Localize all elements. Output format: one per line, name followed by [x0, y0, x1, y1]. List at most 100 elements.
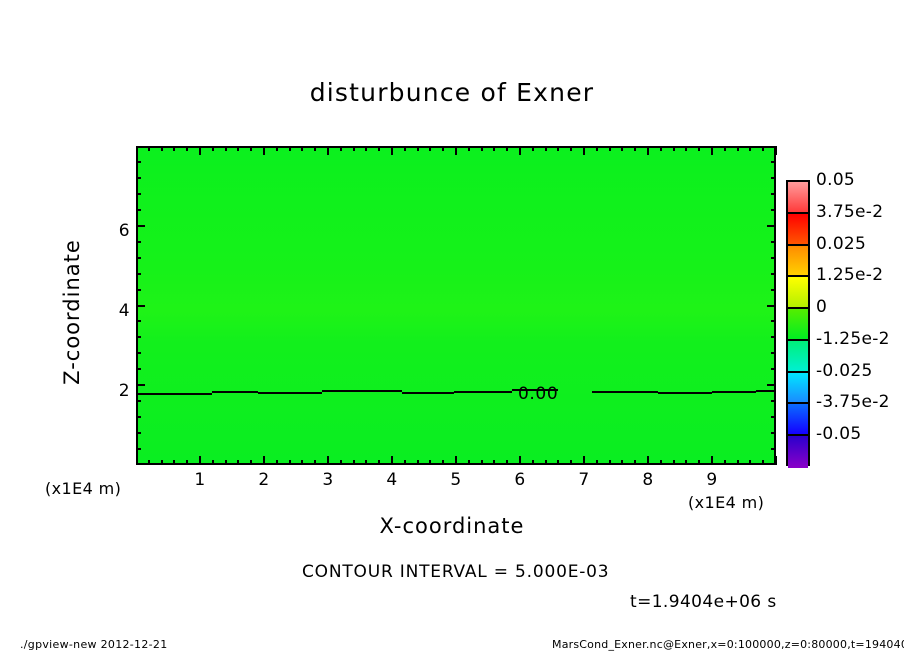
colorbar-band [788, 404, 808, 437]
x-axis-unit-left: (x1E4 m) [45, 479, 122, 498]
contour-segment [756, 390, 774, 392]
x-tick [224, 460, 227, 465]
x-tick [736, 460, 739, 465]
x-tick-top [762, 146, 765, 151]
x-tick [352, 460, 355, 465]
x-tick [531, 460, 534, 465]
x-tick-top [455, 146, 457, 155]
x-tick [608, 460, 611, 465]
x-tick-top [275, 146, 278, 151]
x-axis-title: X-coordinate [379, 514, 525, 538]
x-tick [762, 460, 765, 465]
x-tick [199, 456, 201, 465]
contour-value-label: 0.00 [518, 384, 559, 404]
colorbar-tick-label: 3.75e-2 [816, 201, 884, 222]
x-tick-label: 2 [258, 470, 270, 490]
y-tick [136, 304, 145, 307]
x-tick [327, 456, 329, 465]
y-tick-right [771, 320, 776, 323]
x-tick-label: 9 [706, 470, 718, 490]
y-tick [136, 208, 141, 211]
x-tick [211, 460, 214, 465]
x-tick-top [160, 146, 163, 151]
x-tick [160, 460, 163, 465]
y-tick [136, 272, 141, 275]
x-tick [749, 460, 752, 465]
x-tick [237, 460, 240, 465]
x-tick-top [634, 146, 637, 151]
x-tick [480, 460, 483, 465]
x-tick [467, 460, 470, 465]
x-tick-top [250, 146, 253, 151]
field-raster [138, 148, 774, 463]
y-tick-right [771, 240, 776, 243]
y-tick-right [771, 288, 776, 291]
x-tick-top [672, 146, 675, 151]
x-tick-label: 8 [642, 470, 654, 490]
colorbar-tick-label: -0.05 [816, 424, 862, 445]
y-tick-label: 2 [118, 381, 130, 401]
x-tick-top [583, 146, 585, 155]
y-tick [136, 288, 141, 291]
x-tick [519, 456, 521, 465]
y-tick-right [767, 304, 776, 307]
y-tick-right [771, 256, 776, 259]
x-tick [698, 460, 701, 465]
x-tick-label: 1 [194, 470, 206, 490]
y-tick [136, 400, 141, 403]
y-tick [136, 320, 141, 323]
y-tick-right [767, 384, 776, 387]
x-tick-top [557, 146, 560, 151]
x-tick-top [339, 146, 342, 151]
x-tick [455, 456, 457, 465]
x-tick [147, 460, 150, 465]
footer-command-text: ./gpview-new 2012-12-21 [20, 638, 168, 651]
x-tick-top [570, 146, 573, 151]
y-tick [136, 176, 141, 179]
y-tick-right [771, 368, 776, 371]
x-tick [339, 460, 342, 465]
y-tick-right [771, 160, 776, 163]
x-tick [173, 460, 176, 465]
y-tick-right [771, 432, 776, 435]
x-tick [403, 460, 406, 465]
x-tick-top [186, 146, 189, 151]
colorbar-band [788, 309, 808, 341]
x-tick [288, 460, 291, 465]
y-axis-title: Z-coordinate [60, 239, 84, 385]
contour-segment [658, 392, 712, 394]
colorbar-tick-label: -3.75e-2 [816, 392, 890, 413]
x-tick-top [544, 146, 547, 151]
x-tick-top [493, 146, 496, 151]
x-tick [595, 460, 598, 465]
y-tick [136, 352, 141, 355]
x-tick-top [224, 146, 227, 151]
x-tick [506, 460, 509, 465]
y-tick-right [771, 336, 776, 339]
x-tick-label: 3 [322, 470, 334, 490]
y-tick-right [771, 448, 776, 451]
x-tick [442, 460, 445, 465]
x-tick-top [288, 146, 291, 151]
x-tick [314, 460, 317, 465]
x-tick [263, 456, 265, 465]
colorbar-tick-label: 1.25e-2 [816, 265, 884, 286]
x-tick-label: 6 [514, 470, 526, 490]
contour-segment [454, 391, 512, 393]
x-tick [557, 460, 560, 465]
contour-segment [258, 392, 322, 394]
x-tick [672, 460, 675, 465]
colorbar-tick-label: 0.025 [816, 233, 867, 254]
y-tick [136, 368, 141, 371]
colorbar-band [788, 372, 808, 405]
x-tick [250, 460, 253, 465]
colorbar-band [788, 213, 808, 246]
colorbar-band [788, 277, 808, 310]
x-tick-top [378, 146, 381, 151]
y-tick-right [771, 352, 776, 355]
x-tick [570, 460, 573, 465]
x-tick-top [647, 146, 649, 155]
colorbar-band [788, 182, 808, 214]
x-tick-top [173, 146, 176, 151]
footer-source-text: MarsCond_Exner.nc@Exner,x=0:100000,z=0:8… [552, 638, 904, 651]
